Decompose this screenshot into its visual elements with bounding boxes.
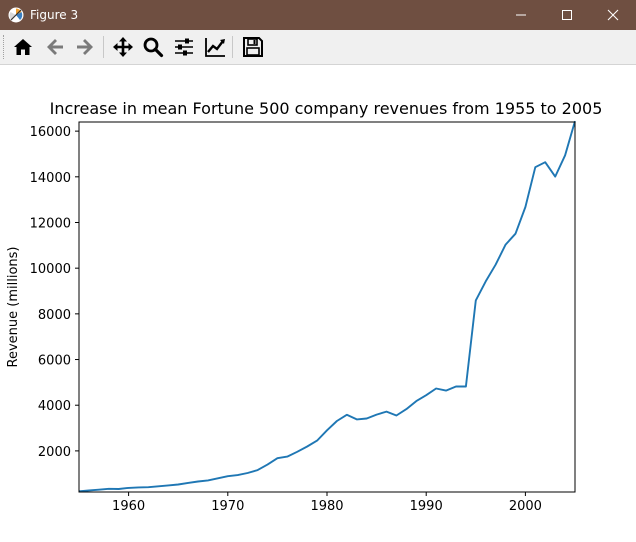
y-tick-label: 2000: [38, 445, 71, 460]
minimize-icon: [516, 14, 526, 16]
window-title: Figure 3: [30, 8, 79, 22]
figure-canvas[interactable]: Increase in mean Fortune 500 company rev…: [0, 65, 636, 542]
close-button[interactable]: [590, 0, 636, 30]
maximize-button[interactable]: [544, 0, 590, 30]
navigation-toolbar: [0, 30, 636, 65]
floppy-disk-icon: [243, 37, 263, 57]
toolbar-separator: [232, 36, 233, 58]
edit-axis-button[interactable]: [202, 34, 228, 60]
x-tick-label: 2000: [509, 499, 542, 514]
y-tick-label: 10000: [30, 262, 71, 277]
close-icon: [607, 9, 619, 21]
chart-title: Increase in mean Fortune 500 company rev…: [50, 99, 603, 118]
y-tick-label: 8000: [38, 308, 71, 323]
forward-button[interactable]: [72, 34, 98, 60]
back-button[interactable]: [42, 34, 68, 60]
x-tick-label: 1970: [211, 499, 244, 514]
home-icon: [14, 39, 32, 55]
y-tick-label: 14000: [30, 171, 71, 186]
sliders-icon: [175, 38, 193, 56]
zoom-button[interactable]: [140, 34, 166, 60]
y-tick-label: 12000: [30, 216, 71, 231]
line-chart[interactable]: Increase in mean Fortune 500 company rev…: [0, 65, 636, 542]
home-button[interactable]: [10, 34, 36, 60]
minimize-button[interactable]: [498, 0, 544, 30]
plot-frame: [78, 121, 576, 493]
x-tick-label: 1980: [310, 499, 343, 514]
arrow-right-icon: [77, 39, 93, 55]
title-bar: Figure 3: [0, 0, 636, 30]
save-button[interactable]: [240, 34, 266, 60]
magnifier-icon: [143, 37, 164, 58]
y-axis-label: Revenue (millions): [6, 247, 21, 368]
line-chart-icon: [205, 38, 225, 57]
arrow-left-icon: [47, 39, 63, 55]
x-tick-label: 1990: [410, 499, 443, 514]
move-icon: [113, 37, 133, 57]
y-tick-label: 16000: [30, 125, 71, 140]
configure-subplots-button[interactable]: [171, 34, 197, 60]
toolbar-separator: [103, 36, 104, 58]
x-tick-label: 1960: [112, 499, 145, 514]
toolbar-grip[interactable]: [3, 35, 7, 59]
y-tick-label: 4000: [38, 399, 71, 414]
series-line: [78, 120, 576, 493]
pan-button[interactable]: [110, 34, 136, 60]
maximize-icon: [562, 10, 572, 20]
y-tick-label: 6000: [38, 354, 71, 369]
matplotlib-app-icon: [8, 7, 24, 23]
